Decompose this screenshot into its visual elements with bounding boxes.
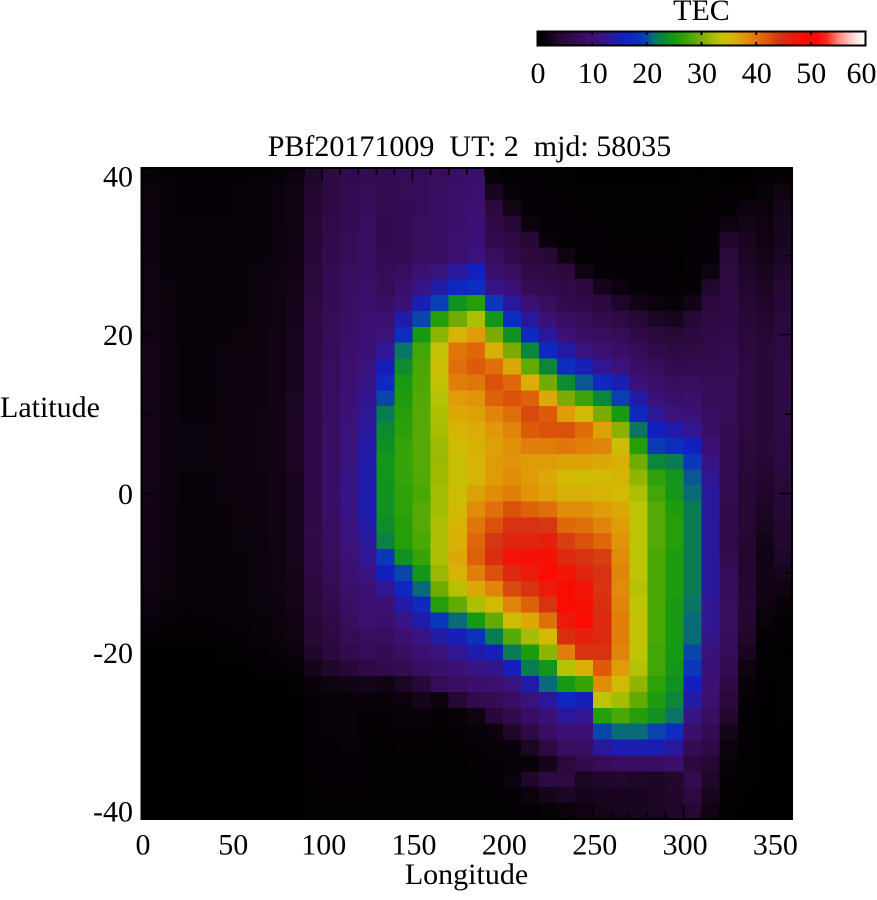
svg-text:150: 150 bbox=[392, 829, 437, 862]
svg-text:Latitude: Latitude bbox=[0, 391, 100, 424]
svg-text:250: 250 bbox=[572, 829, 617, 862]
svg-text:30: 30 bbox=[687, 57, 717, 90]
svg-text:20: 20 bbox=[632, 57, 662, 90]
svg-text:PBf20171009 UT: 2 mjd: 58035: PBf20171009 UT: 2 mjd: 58035 bbox=[268, 130, 672, 163]
svg-text:350: 350 bbox=[753, 829, 798, 862]
svg-text:-20: -20 bbox=[93, 637, 133, 670]
svg-text:300: 300 bbox=[663, 829, 708, 862]
svg-text:200: 200 bbox=[482, 829, 527, 862]
svg-text:TEC: TEC bbox=[673, 0, 730, 27]
svg-text:0: 0 bbox=[118, 478, 133, 511]
svg-text:0: 0 bbox=[136, 829, 151, 862]
svg-text:0: 0 bbox=[531, 57, 546, 90]
svg-text:40: 40 bbox=[103, 160, 133, 193]
svg-text:-40: -40 bbox=[93, 796, 133, 829]
svg-text:20: 20 bbox=[103, 319, 133, 352]
svg-text:100: 100 bbox=[301, 829, 346, 862]
svg-text:10: 10 bbox=[578, 57, 608, 90]
svg-text:60: 60 bbox=[847, 57, 877, 90]
svg-text:40: 40 bbox=[742, 57, 772, 90]
svg-text:50: 50 bbox=[218, 829, 248, 862]
svg-text:Longitude: Longitude bbox=[405, 858, 528, 891]
svg-text:50: 50 bbox=[796, 57, 826, 90]
